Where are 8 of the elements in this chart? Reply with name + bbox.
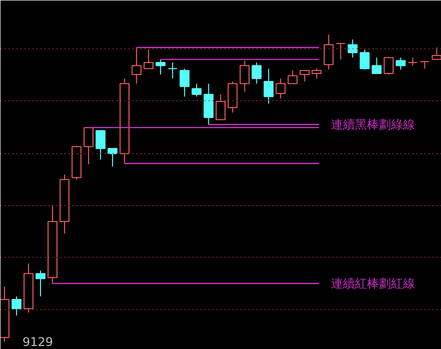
candlestick [240, 60, 250, 92]
candlestick [132, 46, 142, 84]
annotation: 9129 [22, 335, 54, 349]
candlestick [60, 174, 70, 234]
candlestick [48, 205, 58, 284]
ref-line-label: 連續紅棒劃紅線 [331, 276, 416, 291]
candlestick [324, 34, 334, 70]
ref-line-label: 連續黑棒劃綠線 [331, 118, 416, 132]
